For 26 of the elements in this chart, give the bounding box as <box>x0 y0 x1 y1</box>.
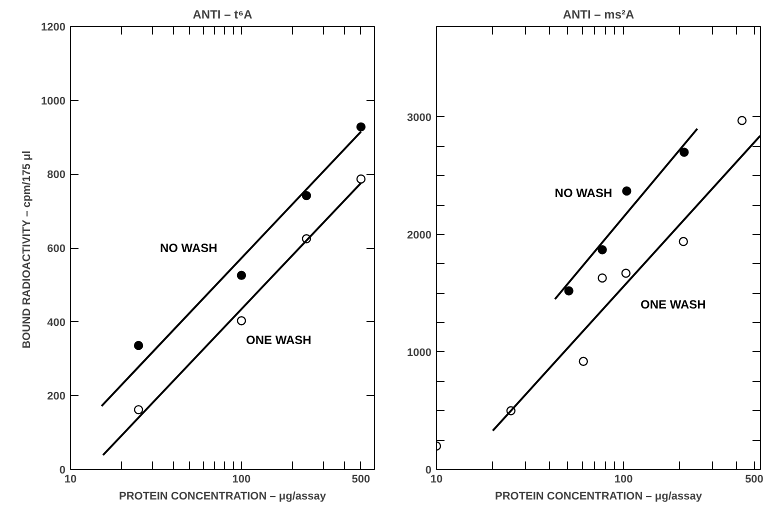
x-tick-label: 100 <box>232 474 251 486</box>
y-tick-label: 1000 <box>41 95 66 108</box>
y-tick-label: 1000 <box>407 346 432 359</box>
y-tick-label: 800 <box>47 169 66 182</box>
series-label: ONE WASH <box>640 297 706 312</box>
y-tick-label: 0 <box>425 464 432 476</box>
x-tick-label: 500 <box>352 474 370 486</box>
y-tick-label: 200 <box>47 390 66 403</box>
series-label: NO WASH <box>554 186 612 200</box>
chart-title: ANTI – ms²A <box>562 8 635 22</box>
series-label: NO WASH <box>160 240 218 255</box>
y-tick-label: 400 <box>47 316 66 329</box>
y-axis-title: BOUND RADIOACTIVITY – cpm/175 μl <box>21 150 34 349</box>
x-axis-title: PROTEIN CONCENTRATION – μg/assay <box>494 490 703 502</box>
x-tick-label: 100 <box>614 474 633 486</box>
chart-title: ANTI – t⁶A <box>192 8 253 22</box>
y-tick-label: 0 <box>59 464 66 476</box>
y-tick-label: 3000 <box>407 112 432 124</box>
x-tick-label: 500 <box>745 474 764 486</box>
y-tick-label: 2000 <box>407 229 432 242</box>
x-axis-title: PROTEIN CONCENTRATION – μg/assay <box>118 490 327 502</box>
x-tick-label: 10 <box>64 474 77 486</box>
series-label: ONE WASH <box>246 333 312 348</box>
y-tick-label: 1200 <box>41 22 66 34</box>
x-tick-label: 10 <box>430 474 443 486</box>
y-tick-label: 600 <box>47 243 66 255</box>
